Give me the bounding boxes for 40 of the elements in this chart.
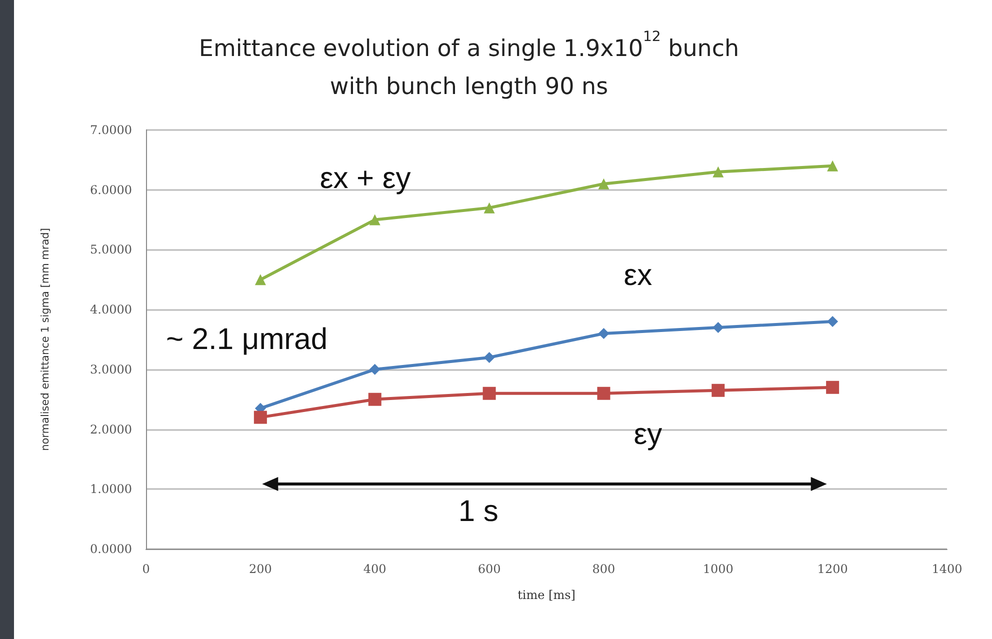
point bbox=[482, 386, 496, 400]
y-axis-title: normalised emittance 1 sigma [mm mrad] bbox=[40, 228, 52, 451]
series-label: εx bbox=[624, 258, 652, 292]
y-tick-label: 3.0000 bbox=[90, 362, 132, 376]
x-tick-label: 600 bbox=[478, 562, 501, 576]
point bbox=[254, 274, 266, 286]
series-label: εx + εy bbox=[320, 162, 411, 196]
series-label: εy bbox=[634, 418, 662, 452]
point bbox=[484, 202, 495, 214]
point bbox=[827, 316, 838, 328]
x-tick-label: 1200 bbox=[817, 562, 848, 576]
point bbox=[369, 364, 380, 375]
x-tick-label: 800 bbox=[592, 562, 616, 576]
point bbox=[598, 178, 610, 190]
point bbox=[826, 380, 840, 394]
point bbox=[827, 160, 838, 172]
x-tick-label: 1000 bbox=[702, 562, 734, 576]
y-tick-label: 7.0000 bbox=[90, 123, 132, 137]
y-tick-label: 4.0000 bbox=[90, 302, 132, 317]
x-tick-label: 0 bbox=[142, 562, 150, 576]
y-tick-label: 1.0000 bbox=[90, 482, 132, 496]
x-tick-label: 1400 bbox=[932, 562, 962, 576]
x-tick-label: 200 bbox=[248, 562, 272, 576]
point bbox=[712, 384, 725, 397]
point bbox=[712, 322, 724, 334]
point bbox=[368, 392, 382, 406]
x-tick-label: 400 bbox=[363, 562, 386, 576]
point bbox=[369, 214, 380, 226]
y-tick-label: 6.0000 bbox=[90, 182, 132, 197]
point bbox=[597, 386, 610, 400]
point bbox=[254, 410, 267, 424]
x-axis-title: time [ms] bbox=[518, 588, 576, 602]
y-tick-label: 0.0000 bbox=[90, 542, 132, 556]
point bbox=[598, 328, 610, 340]
point bbox=[484, 352, 495, 363]
annotation: ~ 2.1 μmrad bbox=[166, 322, 328, 357]
annotation: 1 s bbox=[458, 494, 498, 529]
point bbox=[712, 166, 724, 178]
y-tick-label: 2.0000 bbox=[90, 422, 132, 436]
y-tick-label: 5.0000 bbox=[90, 242, 132, 257]
